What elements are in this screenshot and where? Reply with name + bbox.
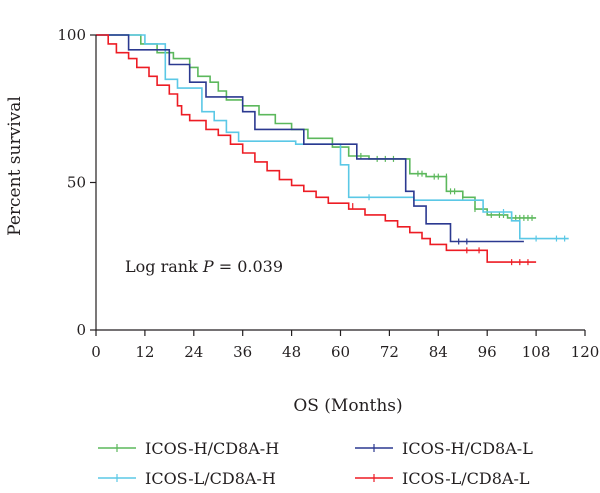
- series-icos-h-cd8a-l: [96, 34, 524, 245]
- x-tick-label: 60: [331, 343, 350, 361]
- series-line-icos-h-cd8a-l: [96, 34, 524, 243]
- plot-lines: [96, 34, 569, 266]
- x-tick-label: 84: [429, 343, 448, 361]
- legend-item: ICOS-L/CD8A-L: [355, 469, 530, 488]
- axes: 0 12 24 36 48 60 72 84 96 108 120 0 50 100: [57, 26, 599, 361]
- x-tick-label: 0: [91, 343, 101, 361]
- y-tick-label: 50: [67, 174, 86, 192]
- legend-item: ICOS-H/CD8A-H: [98, 439, 279, 458]
- series-line-icos-l-cd8a-h: [96, 34, 569, 240]
- annotation-suffix: = 0.039: [214, 257, 283, 276]
- x-axis-label: OS (Months): [293, 396, 402, 416]
- x-tick-label: 120: [571, 343, 600, 361]
- series-line-icos-l-cd8a-l: [96, 34, 537, 263]
- x-tick-label: 48: [282, 343, 301, 361]
- y-axis-label: Percent survival: [5, 96, 25, 236]
- x-ticks: 0 12 24 36 48 60 72 84 96 108 120: [91, 330, 599, 361]
- legend-label: ICOS-H/CD8A-H: [145, 439, 279, 458]
- legend-label: ICOS-H/CD8A-L: [402, 439, 533, 458]
- series-icos-l-cd8a-h: [96, 34, 569, 242]
- legend-item: ICOS-H/CD8A-L: [355, 439, 533, 458]
- y-tick-label: 100: [57, 26, 86, 44]
- annotation-prefix: Log rank: [125, 257, 203, 276]
- legend-item: ICOS-L/CD8A-H: [98, 469, 276, 488]
- annotation-p: P: [202, 257, 214, 276]
- x-tick-label: 96: [478, 343, 497, 361]
- series-line-icos-h-cd8a-h: [96, 34, 537, 219]
- x-tick-label: 108: [522, 343, 551, 361]
- series-icos-l-cd8a-l: [96, 34, 537, 266]
- y-tick-label: 0: [76, 321, 86, 339]
- legend-label: ICOS-L/CD8A-H: [145, 469, 276, 488]
- x-tick-label: 36: [233, 343, 252, 361]
- legend-label: ICOS-L/CD8A-L: [402, 469, 530, 488]
- log-rank-annotation: Log rank P = 0.039: [125, 257, 283, 276]
- x-tick-label: 24: [184, 343, 203, 361]
- x-tick-label: 72: [380, 343, 399, 361]
- y-ticks: 0 50 100: [57, 26, 96, 339]
- x-tick-label: 12: [135, 343, 154, 361]
- legend: ICOS-H/CD8A-H ICOS-H/CD8A-L ICOS-L/CD8A-H I…: [98, 439, 533, 488]
